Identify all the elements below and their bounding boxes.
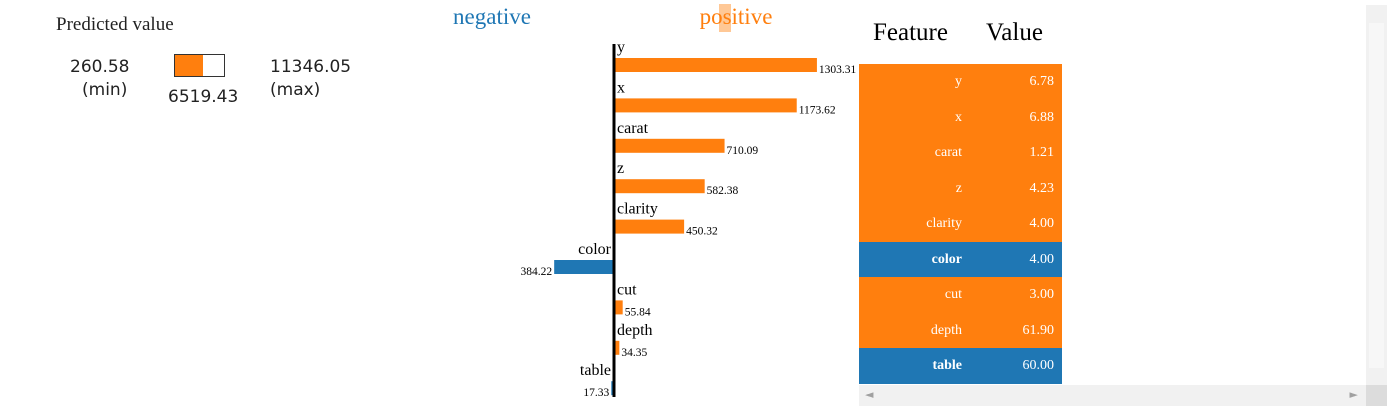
feature-label-cut: cut: [617, 281, 637, 298]
row-value: 61.90: [1022, 322, 1055, 338]
feature-value-table: Feature Value y 6.78 x 6.88 carat 1.21 z 4.2…: [859, 5, 1387, 410]
row-value: 4.00: [1029, 251, 1055, 267]
feature-label-color: color: [578, 241, 612, 258]
feature-label-table: table: [580, 362, 611, 379]
value-label-table: 17.33: [583, 387, 609, 399]
predicted-max-tag: (max): [270, 80, 321, 100]
bar-clarity: [614, 219, 685, 234]
horizontal-scrollbar[interactable]: ◄ ►: [859, 385, 1366, 406]
scroll-left-arrow-icon[interactable]: ◄: [865, 388, 874, 401]
scroll-right-arrow-icon[interactable]: ►: [1349, 388, 1358, 401]
row-feature: table: [932, 358, 962, 373]
row-feature: y: [955, 74, 962, 89]
row-value: 6.78: [1029, 74, 1055, 89]
contribution-chart-svg: negative positive y 1303.31 x 1173.62 carat 7…: [453, 4, 857, 399]
value-label-cut: 55.84: [625, 306, 651, 318]
table-row: depth 61.90: [859, 312, 1062, 348]
row-value: 1.21: [1029, 145, 1055, 160]
positive-title-highlight: [719, 4, 731, 32]
feature-label-z: z: [617, 160, 624, 177]
bar-x: [614, 98, 797, 113]
table-row: z 4.23: [859, 170, 1062, 206]
feature-label-y: y: [617, 39, 625, 56]
table-row: cut 3.00: [859, 277, 1062, 313]
feature-label-x: x: [617, 79, 625, 96]
value-label-x: 1173.62: [799, 104, 836, 116]
table-header-value: Value: [986, 19, 1043, 46]
table-row: clarity 4.00: [859, 206, 1062, 242]
predicted-min-value: 260.58: [70, 57, 130, 77]
scrollbar-corner: [1366, 385, 1387, 406]
feature-label-carat: carat: [617, 120, 649, 137]
value-label-clarity: 450.32: [686, 226, 718, 238]
feature-label-depth: depth: [617, 322, 653, 339]
bar-carat: [614, 138, 725, 153]
vertical-scroll-track[interactable]: [1369, 23, 1384, 368]
vertical-scrollbar[interactable]: [1366, 5, 1387, 385]
row-feature: clarity: [926, 216, 962, 231]
row-value: 60.00: [1022, 358, 1055, 373]
table-row: x 6.88: [859, 99, 1062, 135]
table-header-feature: Feature: [873, 19, 948, 46]
row-feature: z: [955, 180, 962, 196]
table-row: table 60.00: [859, 348, 1062, 384]
row-value: 4.23: [1029, 180, 1055, 196]
value-label-depth: 34.35: [621, 347, 647, 359]
value-label-y: 1303.31: [819, 64, 857, 76]
row-feature: cut: [944, 287, 962, 302]
table-row: carat 1.21: [859, 135, 1062, 171]
row-value: 6.88: [1029, 109, 1055, 125]
value-label-color: 384.22: [521, 266, 553, 278]
row-value: 4.00: [1029, 216, 1055, 231]
predicted-max-value: 11346.05: [270, 57, 352, 77]
predicted-value-title: Predicted value: [56, 14, 174, 35]
bar-cut: [614, 300, 623, 315]
feature-label-clarity: clarity: [617, 201, 658, 218]
row-feature: depth: [930, 322, 962, 338]
predicted-min-tag: (min): [82, 80, 128, 100]
value-label-carat: 710.09: [727, 145, 759, 157]
predicted-value-panel: Predicted value 260.58 (min) 6519.43 113…: [0, 0, 420, 140]
bar-color: [554, 260, 614, 274]
positive-title: positive: [700, 4, 773, 29]
table-row: color 4.00: [859, 241, 1062, 277]
predicted-value: 6519.43: [168, 87, 239, 107]
row-feature: carat: [934, 145, 962, 160]
predicted-value-bar: [174, 54, 225, 77]
predicted-value-fill: [175, 55, 203, 76]
value-label-z: 582.38: [707, 185, 739, 197]
table-row: y 6.78: [859, 64, 1062, 100]
row-value: 3.00: [1029, 287, 1055, 302]
table-header: Feature Value: [859, 5, 1062, 63]
bar-depth: [614, 340, 620, 355]
bar-z: [614, 179, 705, 194]
negative-title: negative: [453, 4, 531, 29]
row-feature: color: [931, 251, 962, 267]
table-body: y 6.78 x 6.88 carat 1.21 z 4.23 clarity 4.00 …: [859, 64, 1062, 384]
bar-y: [614, 58, 817, 72]
row-feature: x: [955, 109, 962, 125]
